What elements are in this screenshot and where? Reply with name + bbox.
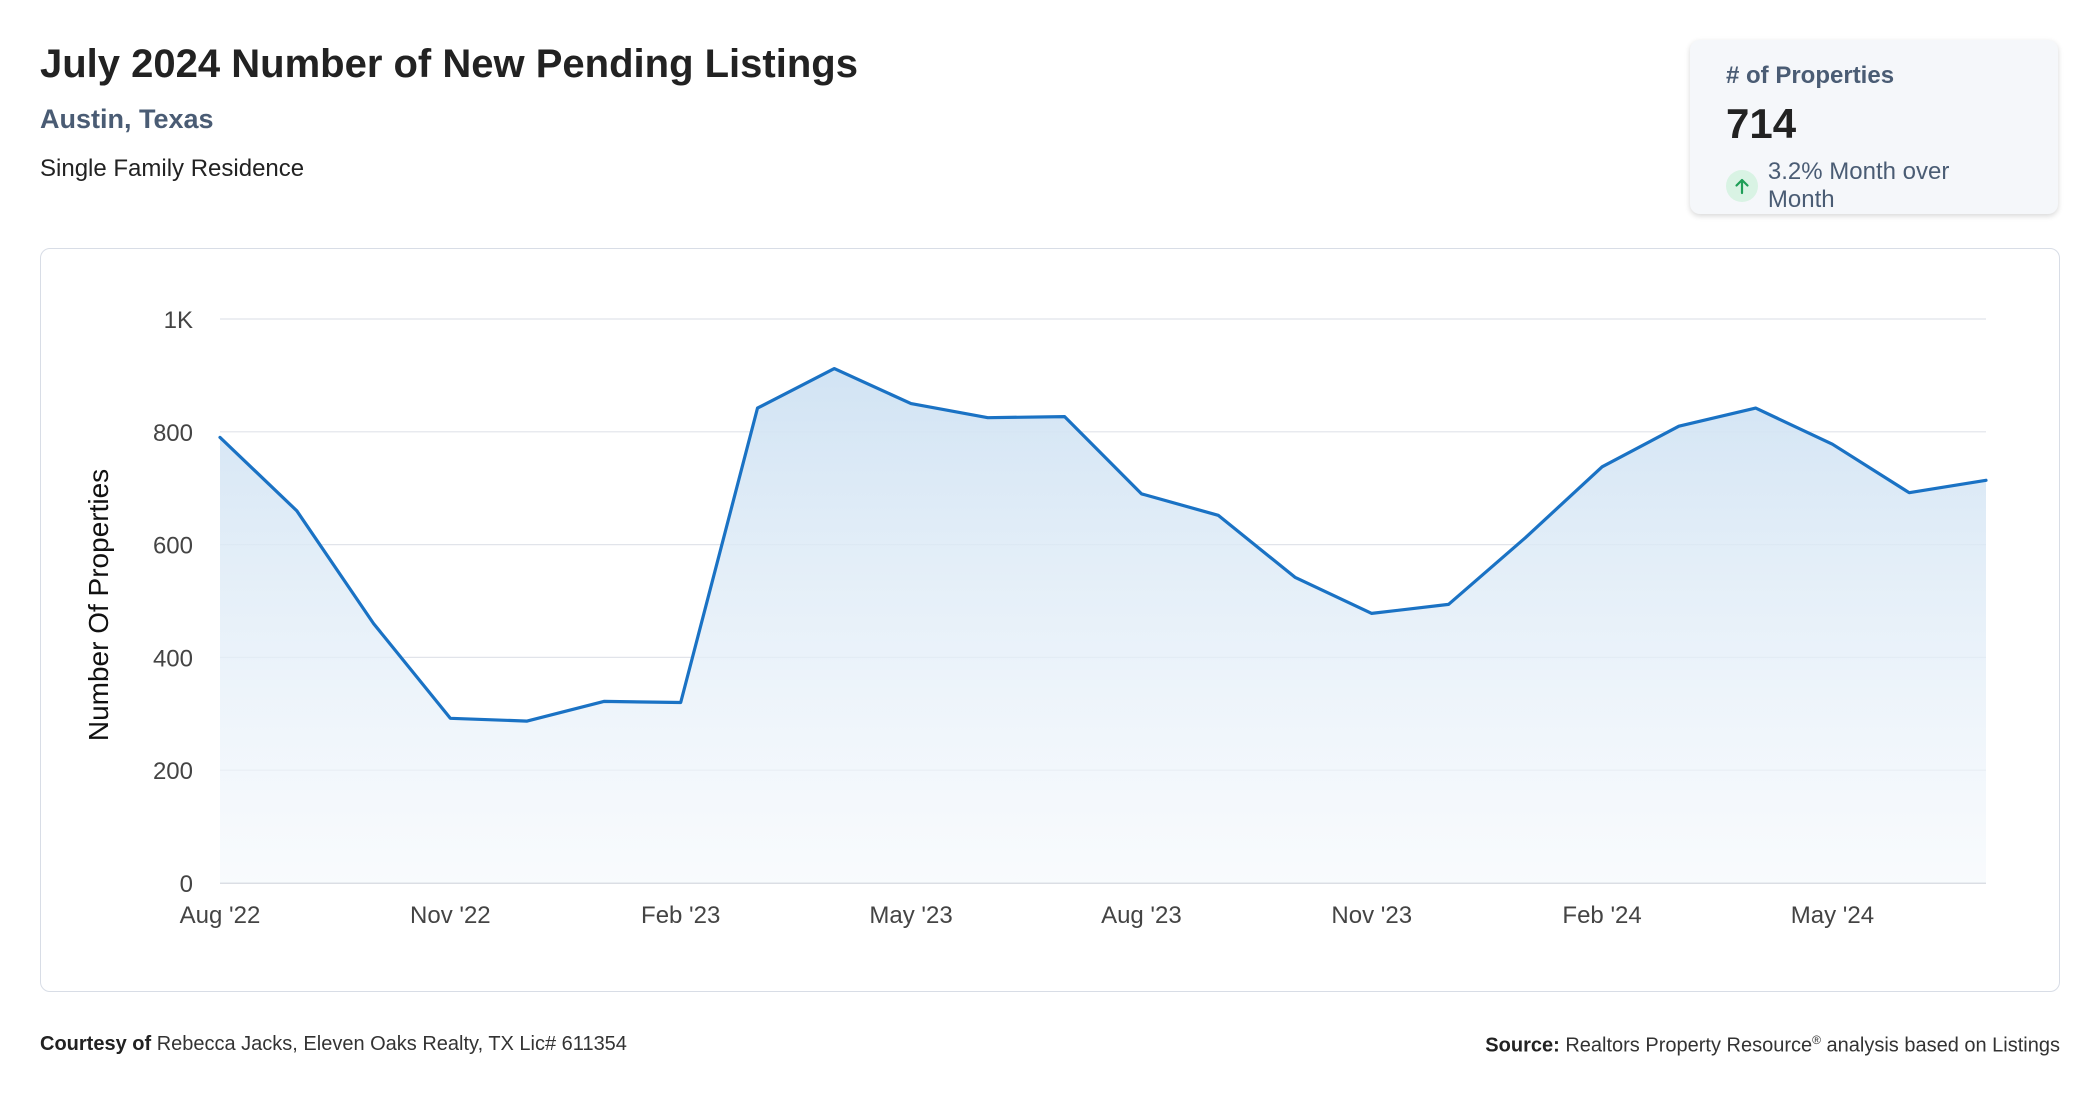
data-point[interactable] — [1903, 487, 1915, 499]
y-tick-label: 200 — [153, 758, 193, 785]
data-point[interactable] — [214, 431, 226, 443]
registered-mark: ® — [1812, 1033, 1821, 1047]
y-tick-label: 1K — [164, 307, 193, 334]
stat-change-text: 3.2% Month over Month — [1767, 158, 1950, 213]
data-point[interactable] — [905, 398, 917, 410]
location-label: Austin, Texas — [40, 104, 214, 134]
data-point[interactable] — [1596, 461, 1608, 473]
data-point[interactable] — [368, 618, 380, 630]
data-point[interactable] — [1289, 571, 1301, 583]
x-tick-label: Nov '22 — [410, 902, 491, 929]
page-title: July 2024 Number of New Pending Listings — [40, 42, 858, 86]
data-point[interactable] — [1826, 438, 1838, 450]
arrow-up-icon — [1726, 170, 1758, 202]
data-point[interactable] — [521, 715, 533, 727]
courtesy-label: Courtesy of — [40, 1033, 152, 1055]
stat-label: # of Properties — [1726, 62, 1895, 89]
data-point[interactable] — [1980, 474, 1992, 486]
property-type-label: Single Family Residence — [40, 155, 305, 182]
x-tick-label: Aug '22 — [180, 902, 261, 929]
area-fill — [220, 368, 1986, 884]
data-point[interactable] — [1673, 420, 1685, 432]
x-tick-label: May '23 — [869, 902, 952, 929]
data-point[interactable] — [828, 363, 840, 375]
data-point[interactable] — [1135, 488, 1147, 500]
x-tick-label: Feb '24 — [1562, 902, 1641, 929]
data-point[interactable] — [982, 412, 994, 424]
stat-change: 3.2% Month over Month — [1726, 158, 2022, 214]
data-point[interactable] — [1212, 509, 1224, 521]
y-tick-label: 800 — [153, 420, 193, 447]
chart-header: July 2024 Number of New Pending Listings… — [40, 40, 858, 183]
x-tick-label: Aug '23 — [1101, 902, 1182, 929]
data-point[interactable] — [1059, 411, 1071, 423]
x-tick-label: May '24 — [1791, 902, 1874, 929]
y-tick-label: 400 — [153, 645, 193, 672]
y-tick-label: 0 — [180, 871, 193, 898]
footer-courtesy: Courtesy of Rebecca Jacks, Eleven Oaks R… — [40, 1033, 627, 1056]
y-tick-label: 600 — [153, 533, 193, 560]
data-point[interactable] — [751, 402, 763, 414]
source-suffix: analysis based on Listings — [1826, 1034, 2060, 1057]
footer-source: Source: Realtors Property Resource® anal… — [1485, 1033, 2060, 1058]
courtesy-text: Rebecca Jacks, Eleven Oaks Realty, TX Li… — [156, 1033, 627, 1055]
x-tick-label: Nov '23 — [1331, 902, 1412, 929]
source-label: Source: — [1485, 1034, 1560, 1057]
source-text: Realtors Property Resource — [1565, 1034, 1813, 1057]
data-point[interactable] — [1443, 598, 1455, 610]
stat-value: 714 — [1726, 100, 1797, 147]
line-area-chart: 0 200 400 600 800 1K Aug '22 Nov '22 Feb '23 May… — [83, 307, 1992, 929]
data-point[interactable] — [444, 712, 456, 724]
x-tick-label: Feb '23 — [641, 902, 720, 929]
data-point[interactable] — [1366, 607, 1378, 619]
data-point[interactable] — [598, 695, 610, 707]
series-line — [218, 367, 1988, 723]
data-point[interactable] — [291, 505, 303, 517]
y-axis-label: Number Of Properties — [83, 469, 114, 741]
data-point[interactable] — [1750, 402, 1762, 414]
properties-stat-card: # of Properties 714 3.2% Month over Mont… — [1690, 40, 2058, 214]
data-point[interactable] — [675, 697, 687, 709]
chart-card: 0 200 400 600 800 1K Aug '22 Nov '22 Feb '23 May… — [40, 248, 2060, 992]
data-point[interactable] — [1519, 532, 1531, 544]
